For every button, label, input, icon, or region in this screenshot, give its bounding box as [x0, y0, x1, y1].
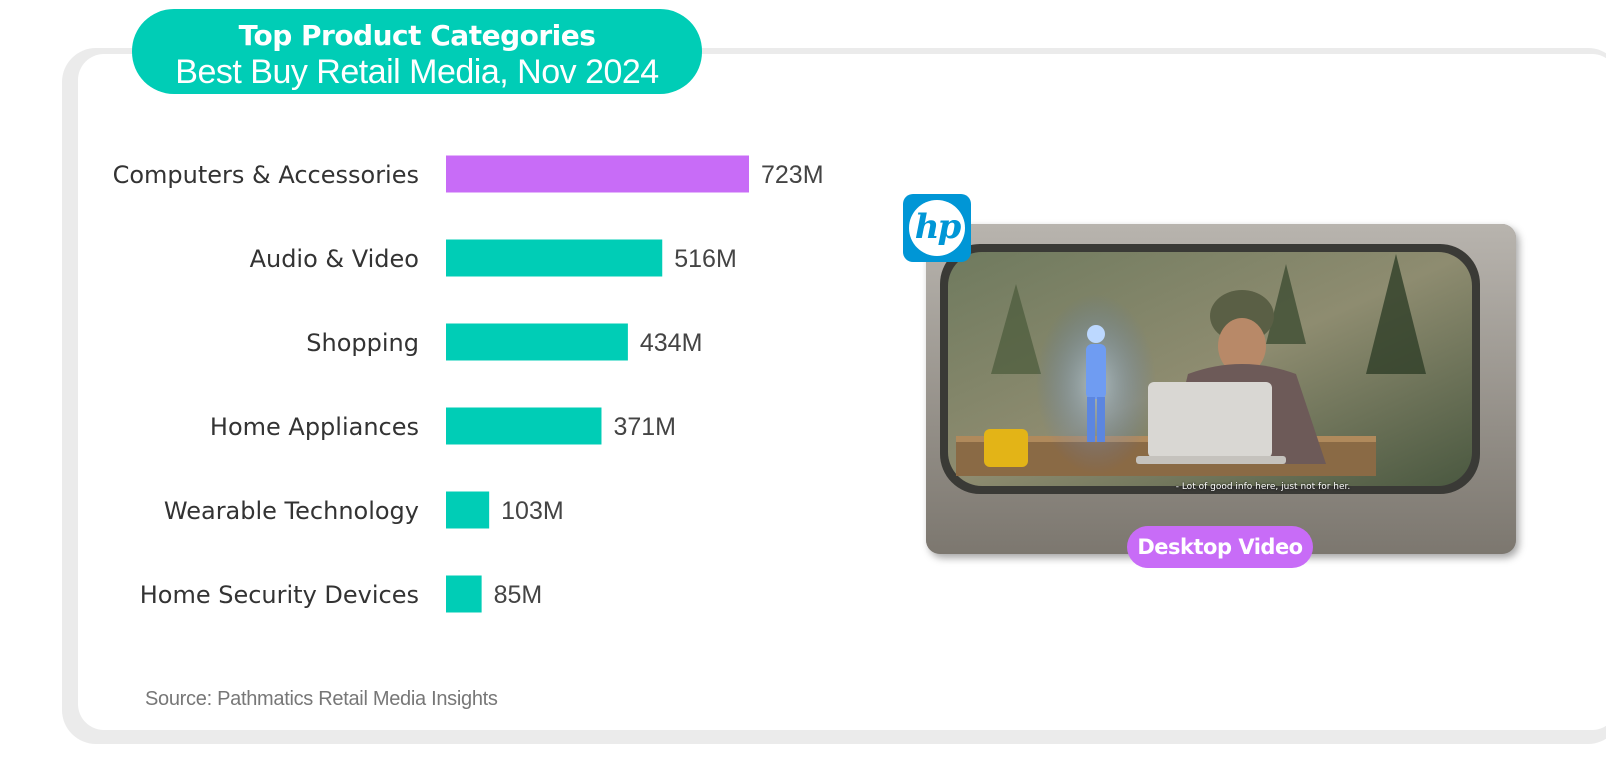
value-label: 434M [640, 329, 703, 357]
format-badge: Desktop Video [1127, 526, 1313, 568]
chart-title: Top Product Categories [238, 19, 596, 52]
category-label: Wearable Technology [164, 497, 419, 525]
title-pill: Top Product Categories Best Buy Retail M… [132, 9, 702, 94]
source-note: Source: Pathmatics Retail Media Insights [145, 688, 498, 710]
bar [446, 407, 602, 445]
category-label: Home Appliances [210, 413, 419, 441]
bar [446, 239, 663, 277]
bar-chart: Computers & Accessories 723M Audio & Video… [113, 155, 824, 613]
value-label: 516M [674, 245, 737, 273]
video-frame-image [926, 224, 1516, 554]
value-label: 85M [494, 581, 543, 609]
category-label: Audio & Video [250, 245, 419, 273]
value-label: 723M [761, 161, 824, 189]
ad-creative-thumbnail[interactable]: - Lot of good info here, just not for he… [926, 224, 1516, 554]
hp-logo-glyph: hp [914, 207, 962, 247]
bar [446, 491, 490, 529]
category-label: Home Security Devices [140, 581, 419, 609]
bar [446, 323, 628, 361]
value-label: 371M [613, 413, 676, 441]
hp-logo-icon: hp [903, 194, 971, 262]
hp-logo-ring [909, 200, 965, 256]
value-label: 103M [501, 497, 564, 525]
category-label: Shopping [306, 329, 419, 357]
bar [446, 155, 749, 193]
chart-subtitle: Best Buy Retail Media, Nov 2024 [175, 53, 659, 91]
bar [446, 575, 482, 613]
category-label: Computers & Accessories [113, 161, 419, 189]
video-caption: - Lot of good info here, just not for he… [1175, 482, 1351, 492]
